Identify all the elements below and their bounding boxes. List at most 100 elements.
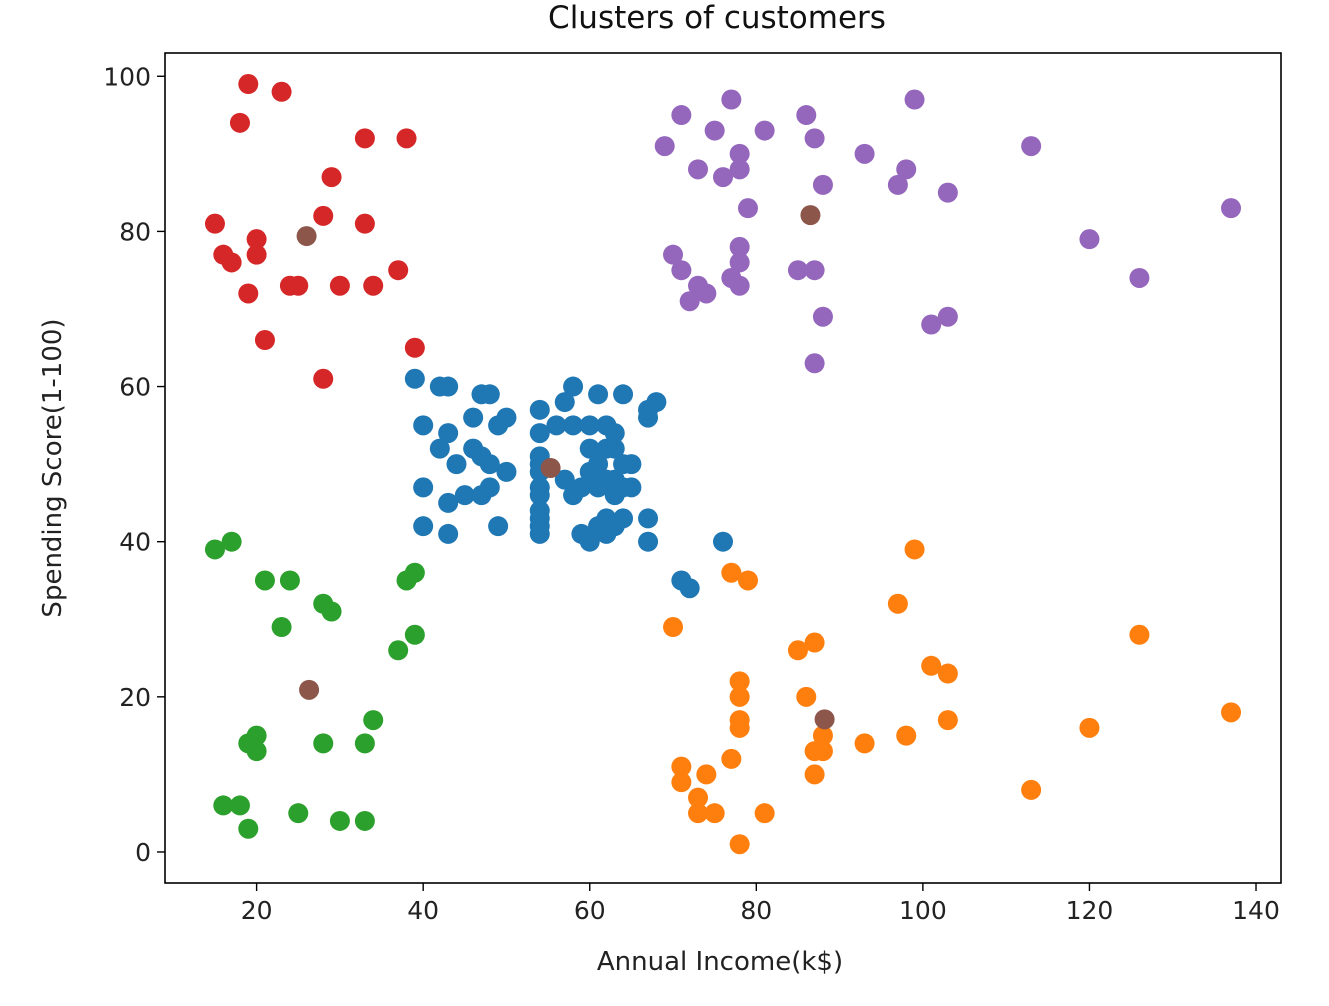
data-point (221, 252, 242, 273)
data-point (704, 803, 725, 824)
data-point (479, 454, 500, 475)
x-axis-label: Annual Income(k$) (597, 947, 843, 977)
data-point (354, 128, 375, 149)
data-point (354, 213, 375, 234)
data-point (937, 306, 958, 327)
data-point (204, 213, 225, 234)
data-point (604, 438, 625, 459)
data-point (921, 655, 942, 676)
data-point (696, 283, 717, 304)
data-point (404, 368, 425, 389)
data-point (663, 244, 684, 265)
x-tick-label: 40 (407, 896, 439, 925)
data-point (854, 143, 875, 164)
data-point (721, 89, 742, 110)
data-point (446, 454, 467, 475)
data-point (688, 159, 709, 180)
data-point (588, 454, 609, 475)
data-point (563, 376, 584, 397)
data-point (754, 803, 775, 824)
data-point (796, 686, 817, 707)
x-tick-label: 100 (899, 896, 947, 925)
data-point (937, 182, 958, 203)
data-point (529, 523, 550, 544)
data-point (238, 818, 259, 839)
data-point (313, 368, 334, 389)
data-point (529, 485, 550, 506)
axis-ticks: 20 40 60 80 100 120 140 0 20 40 60 80 100 (103, 62, 1280, 925)
data-point (438, 423, 459, 444)
x-tick-label: 60 (574, 896, 606, 925)
data-point (729, 671, 750, 692)
data-point (804, 353, 825, 374)
data-point (254, 570, 275, 591)
data-point (546, 415, 567, 436)
data-point (887, 593, 908, 614)
data-point (238, 283, 259, 304)
data-point (1221, 702, 1242, 723)
data-point (213, 795, 234, 816)
chart-title: Clusters of customers (548, 0, 886, 36)
data-point (1129, 267, 1150, 288)
data-point (321, 167, 342, 188)
y-axis-label: Spending Score(1-100) (38, 318, 68, 617)
data-point (363, 275, 384, 296)
data-point (713, 167, 733, 188)
data-point (579, 531, 600, 552)
data-point (696, 764, 717, 785)
data-point (804, 260, 825, 281)
data-point (463, 407, 484, 428)
data-point (671, 772, 692, 793)
data-point (413, 516, 434, 537)
data-point (588, 477, 609, 498)
data-point (488, 415, 509, 436)
data-point (438, 376, 459, 397)
data-point (354, 733, 375, 754)
data-point (804, 632, 825, 653)
data-point (1079, 717, 1100, 738)
x-tick-label: 20 (241, 896, 273, 925)
data-point (354, 810, 375, 831)
data-point (804, 764, 825, 785)
data-point (229, 112, 250, 133)
data-point (246, 229, 267, 250)
data-point (279, 570, 300, 591)
data-point (496, 461, 517, 482)
data-point (604, 423, 625, 444)
data-point (1021, 779, 1042, 800)
data-point (921, 314, 942, 335)
data-point (679, 291, 700, 312)
data-point (313, 733, 334, 754)
data-point (896, 725, 917, 746)
data-point (729, 252, 750, 273)
data-point (288, 803, 309, 824)
data-point (754, 120, 775, 141)
data-point (904, 89, 925, 110)
data-point (638, 531, 659, 552)
data-point (812, 725, 833, 746)
data-point (299, 679, 320, 700)
data-point (471, 485, 492, 506)
data-point (563, 485, 584, 506)
data-point (787, 260, 808, 281)
data-point (621, 454, 642, 475)
y-tick-label: 100 (103, 62, 151, 91)
data-point (363, 710, 384, 731)
data-point (896, 159, 917, 180)
data-point (729, 143, 750, 164)
data-point (413, 415, 434, 436)
data-point (563, 415, 584, 436)
data-points (204, 74, 1242, 855)
data-point (688, 787, 709, 808)
data-point (529, 423, 550, 444)
data-point (638, 508, 659, 529)
data-point (729, 275, 750, 296)
data-point (396, 570, 417, 591)
data-point (313, 205, 334, 226)
data-point (613, 384, 634, 405)
data-point (271, 81, 292, 102)
data-point (429, 438, 450, 459)
data-point (671, 756, 692, 777)
data-point (254, 330, 275, 351)
